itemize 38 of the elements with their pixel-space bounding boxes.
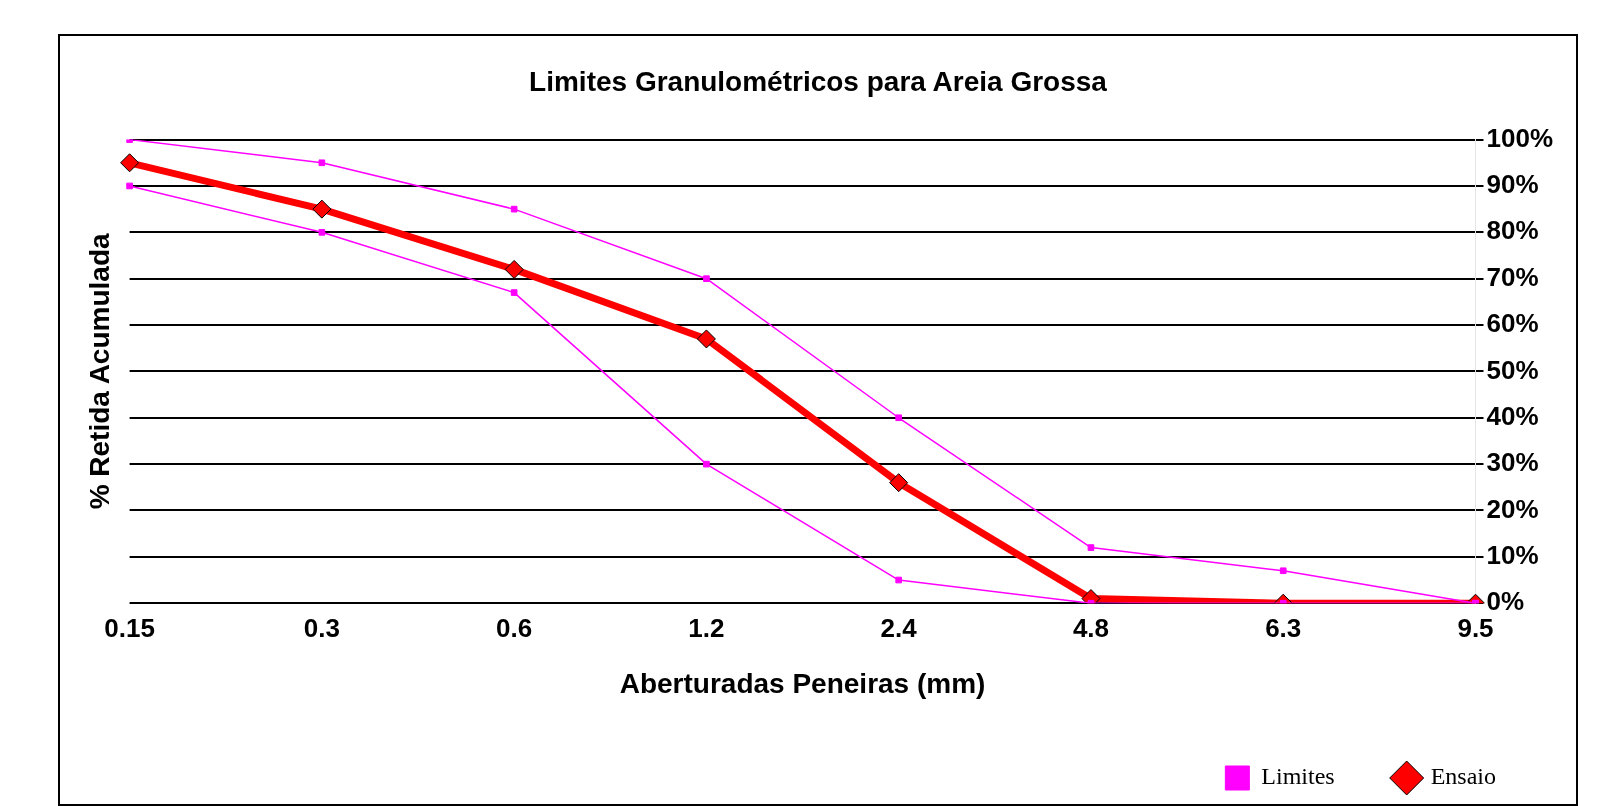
- y-tick-label: 100%: [1486, 122, 1553, 153]
- x-tick-label: 4.8: [1072, 612, 1110, 643]
- point: [696, 329, 716, 349]
- point: [703, 275, 710, 283]
- y-axis-title: % Retida Acumulada: [83, 233, 115, 510]
- y-tick-label: 20%: [1486, 493, 1539, 524]
- point: [1087, 544, 1095, 551]
- y-tick-label: 80%: [1486, 215, 1539, 246]
- x-tick-label: 0.3: [303, 612, 340, 643]
- point: [889, 473, 909, 493]
- point: [318, 228, 326, 236]
- x-tick-label: 2.4: [880, 612, 918, 643]
- y-tick-label: 70%: [1486, 261, 1539, 292]
- point: [504, 259, 524, 279]
- chart-title: Limites Granulométricos para Areia Grossa: [529, 65, 1108, 97]
- y-tick-label: 30%: [1486, 447, 1539, 478]
- x-tick-label: 0.15: [104, 612, 155, 643]
- x-tick-label: 6.3: [1265, 612, 1302, 643]
- y-tick-label: 10%: [1486, 540, 1539, 571]
- y-tick-label: 60%: [1486, 308, 1539, 339]
- point: [312, 199, 332, 219]
- point: [510, 205, 518, 213]
- point: [895, 576, 903, 584]
- point: [895, 414, 903, 422]
- x-tick-label: 0.6: [496, 612, 533, 643]
- point: [510, 289, 518, 296]
- y-tick-label: 50%: [1486, 354, 1539, 385]
- point: [318, 159, 326, 167]
- y-tick-label: 90%: [1486, 169, 1539, 200]
- point: [120, 153, 140, 173]
- point: [1279, 567, 1287, 575]
- point: [703, 460, 710, 468]
- y-tick-label: 40%: [1486, 400, 1539, 431]
- x-tick-label: 1.2: [688, 612, 725, 643]
- x-axis-title: Aberturadas Peneiras (mm): [619, 667, 986, 699]
- legend-label: Ensaio: [1430, 763, 1497, 790]
- point: [126, 182, 133, 190]
- legend-label: Limites: [1261, 763, 1335, 790]
